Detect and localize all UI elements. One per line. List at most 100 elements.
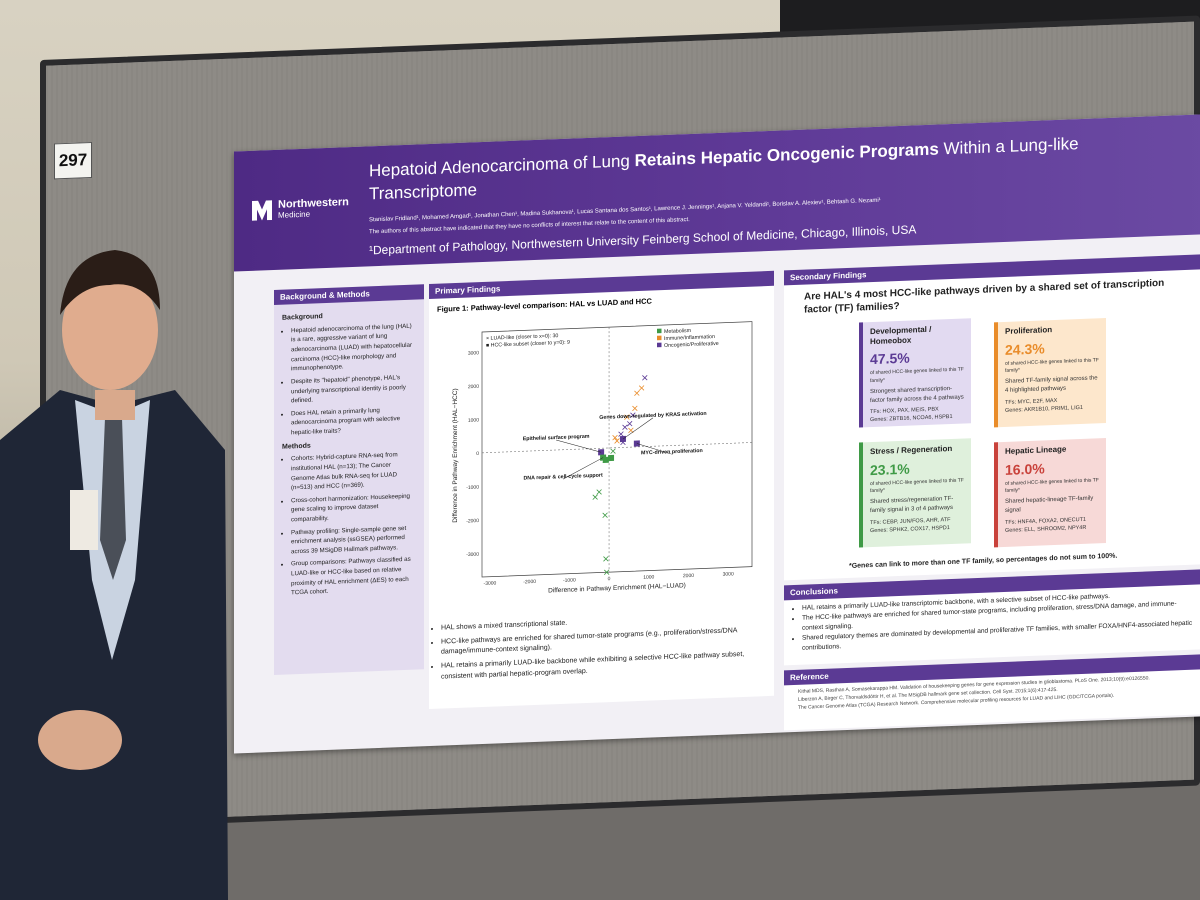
- legend-swatch: [657, 342, 662, 348]
- neck: [95, 390, 135, 420]
- hcc-like-point: [598, 449, 605, 456]
- tf-card-stress: Stress / Regeneration 23.1% of shared HC…: [859, 438, 971, 548]
- list-item: Cohorts: Hybrid-capture RNA-seq from ins…: [291, 450, 416, 493]
- annotation-leader: [622, 417, 654, 440]
- luad-like-point: [627, 420, 633, 427]
- luad-like-point: [596, 489, 602, 495]
- luad-like-point: [634, 390, 640, 396]
- annotation-label: DNA repair & cell-cycle support: [523, 473, 602, 482]
- tf-card-name: Proliferation: [1005, 325, 1053, 336]
- luad-like-point: [618, 431, 624, 437]
- tf-card-caption: of shared HCC-like genes linked to this …: [1005, 357, 1099, 375]
- annotation-leader: [556, 439, 602, 453]
- list-item: Cross-cohort harmonization: Housekeeping…: [291, 491, 416, 525]
- name-badge: [70, 490, 98, 550]
- tf-card-percent: 16.0%: [1005, 459, 1045, 478]
- y-tick-label: 0: [476, 451, 479, 457]
- methods-list: Cohorts: Hybrid-capture RNA-seq from ins…: [282, 450, 416, 599]
- poster: Northwestern Medicine Hepatoid Adenocarc…: [234, 114, 1200, 754]
- hair: [60, 250, 160, 315]
- annotation-label: Genes down-regulated by KRAS activation: [599, 411, 706, 421]
- necktie: [100, 418, 126, 580]
- board-number: 297: [54, 142, 92, 180]
- y-tick-label: -2000: [466, 518, 479, 524]
- y-tick-label: -1000: [466, 485, 479, 491]
- tf-card-desc: Shared TF-family signal across the 4 hig…: [1005, 375, 1098, 395]
- list-item: Does HAL retain a primarily lung adenoca…: [291, 404, 416, 438]
- luad-like-point: [622, 424, 628, 430]
- luad-like-point: [592, 494, 598, 500]
- primary-findings-panel: Primary Findings Figure 1: Pathway-level…: [429, 270, 774, 710]
- clasped-hands: [38, 710, 122, 770]
- tf-card-desc: Strongest shared transcription-factor fa…: [870, 385, 964, 404]
- tf-card-desc: Shared stress/regeneration TF-family sig…: [870, 496, 954, 515]
- list-item: Hepatoid adenocarcinoma of the lung (HAL…: [291, 321, 416, 374]
- luad-like-point: [614, 438, 620, 444]
- luad-like-point: [602, 512, 608, 519]
- list-item: Pathway profiling: Single-sample gene se…: [291, 523, 416, 557]
- list-item: Despite its "hepatoid" phenotype, HAL's …: [291, 372, 416, 406]
- x-tick-label: 3000: [723, 571, 734, 577]
- tf-card-caption: of shared HCC-like genes linked to this …: [870, 366, 964, 384]
- tf-card-percent: 24.3%: [1005, 339, 1045, 358]
- y-tick-label: 1000: [468, 417, 479, 423]
- luad-like-point: [610, 448, 616, 454]
- tf-footnote: *Genes can link to more than one TF fami…: [849, 552, 1118, 570]
- luad-like-point: [603, 556, 609, 562]
- luad-like-point: [638, 385, 645, 391]
- hcc-like-point: [619, 435, 626, 443]
- x-tick-label: 2000: [683, 573, 694, 579]
- luad-like-point: [624, 414, 630, 420]
- tf-card-caption: of shared HCC-like genes linked to this …: [870, 477, 964, 495]
- presenter-person: [0, 250, 228, 900]
- luad-like-point: [630, 412, 636, 418]
- tf-card-desc: Shared hepatic-lineage TF-family signal: [1005, 495, 1094, 515]
- face: [62, 270, 158, 390]
- zero-line-y: [482, 442, 752, 454]
- background-list: Hepatoid adenocarcinoma of the lung (HAL…: [282, 321, 416, 438]
- tf-card-percent: 47.5%: [870, 349, 910, 368]
- background-methods-panel: Background & Methods Background Hepatoid…: [274, 284, 424, 676]
- y-tick-label: -3000: [466, 552, 479, 558]
- northwestern-logo: Northwestern Medicine: [252, 196, 349, 221]
- list-item: Group comparisons: Pathways classified a…: [291, 555, 416, 598]
- annotation-label: MYC-driven proliferation: [641, 448, 703, 456]
- poster-board: 297 Northwestern Medicine Hepatoid Adeno…: [40, 15, 1200, 830]
- hcc-like-point: [608, 454, 615, 462]
- x-axis-label: Difference in Pathway Enrichment (HAL−LU…: [548, 582, 686, 594]
- legend-entry: Metabolism: [664, 328, 692, 335]
- legend-count: × LUAD-like (closer to x=0): 30: [486, 333, 558, 342]
- luad-like-point: [642, 375, 648, 381]
- legend-swatch: [657, 328, 662, 334]
- tf-card-hepatic: Hepatic Lineage 16.0% of shared HCC-like…: [994, 438, 1106, 548]
- legend-count: ■ HCC-like subset (closer to y=0): 9: [486, 340, 570, 349]
- logo-sub: Medicine: [278, 209, 311, 220]
- luad-like-point: [603, 569, 610, 575]
- tf-card-percent: 23.1%: [870, 460, 910, 478]
- y-axis-label: Difference in Pathway Enrichment (HAL−HC…: [452, 388, 459, 523]
- legend-swatch: [657, 335, 662, 341]
- hcc-like-point: [633, 440, 640, 447]
- luad-like-point: [628, 427, 634, 434]
- primary-bullets: HAL shows a mixed transcriptional state.…: [441, 611, 761, 686]
- conclusions-panel: Conclusions HAL retains a primarily LUAD…: [784, 569, 1200, 666]
- nm-logo-icon: [252, 200, 272, 221]
- x-tick-label: 0: [608, 576, 611, 582]
- secondary-findings-panel: Secondary Findings Are HAL's 4 most HCC-…: [784, 254, 1200, 581]
- y-tick-label: 2000: [468, 384, 479, 390]
- tf-card-name: Developmental / Homeobox: [870, 324, 932, 346]
- annotation-label: Epithelial surface program: [523, 434, 590, 443]
- annotation-leader: [636, 443, 672, 455]
- tf-card-caption: of shared HCC-like genes linked to this …: [1005, 477, 1099, 495]
- annotation-leader: [562, 457, 604, 480]
- tf-card-proliferation: Proliferation 24.3% of shared HCC-like g…: [994, 318, 1106, 428]
- luad-like-point: [612, 434, 618, 441]
- x-tick-label: 1000: [643, 574, 654, 580]
- x-tick-label: -2000: [523, 579, 536, 585]
- tf-card-name: Hepatic Lineage: [1005, 444, 1067, 456]
- y-tick-label: 3000: [468, 350, 479, 356]
- x-tick-label: -3000: [484, 580, 497, 586]
- tf-card-developmental: Developmental / Homeobox 47.5% of shared…: [859, 318, 971, 428]
- scatter-plot: -3000 -2000 -1000 0 1000 2000 3000 -3000 -2000 -1…: [452, 321, 753, 594]
- legend-entry: Immune/Inflammation: [664, 334, 715, 342]
